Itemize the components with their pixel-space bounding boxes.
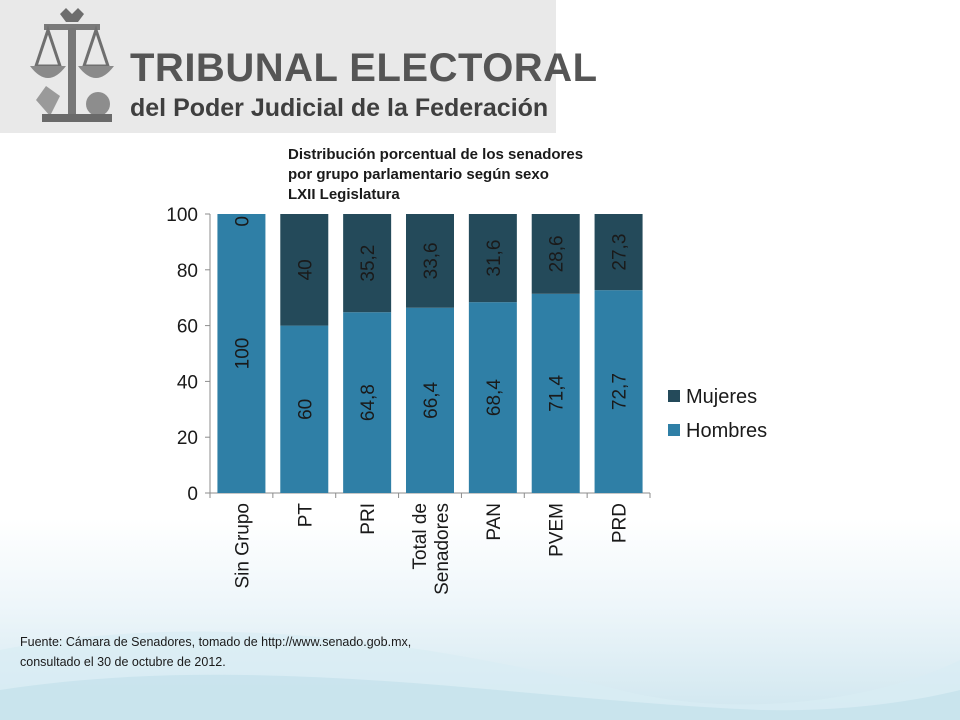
tribunal-logo: TRIBUNAL ELECTORAL del Poder Judicial de… [0,0,597,133]
data-label-mujeres: 33,6 [421,242,442,279]
data-label-hombres: 71,4 [547,374,568,411]
x-category-label: Senadores [432,503,453,595]
data-label-hombres: 100 [232,338,253,370]
bar-mujeres [343,214,392,313]
legend-swatch-hombres [668,424,680,436]
bar-mujeres [531,214,580,294]
institution-title: TRIBUNAL ELECTORAL [130,46,598,90]
x-category-label: Sin Grupo [232,503,253,589]
data-label-hombres: 68,4 [484,379,505,416]
bar-hombres [531,293,580,493]
bar-mujeres [468,214,517,303]
y-tick-label: 100 [166,205,198,226]
x-category-label: PRD [610,503,631,543]
y-tick-label: 80 [177,261,198,282]
bar-hombres [468,302,517,493]
data-label-mujeres: 27,3 [610,234,631,271]
x-category-label: PAN [484,503,505,541]
source-line: consultado el 30 de octubre de 2012. [20,655,226,669]
chart-title-line: LXII Legislatura [288,186,400,203]
data-label-hombres: 66,4 [421,381,442,418]
bar-hombres [594,290,643,493]
data-label-hombres: 64,8 [358,384,379,421]
x-category-label: Total de [410,503,431,570]
x-category-label: PT [295,503,316,528]
legend-label-hombres: Hombres [686,420,767,442]
bar-hombres [343,312,392,493]
y-tick-label: 0 [187,484,198,505]
chart-title-line: por grupo parlamentario según sexo [288,166,549,183]
scales-of-justice-emblem-icon [30,8,114,122]
data-label-mujeres: 35,2 [358,245,379,282]
data-label-mujeres: 40 [295,259,316,280]
data-label-hombres: 60 [295,399,316,420]
chart-title: Distribución porcentual de los senadores… [288,145,708,205]
data-label-hombres: 72,7 [610,373,631,410]
chart-title-line: Distribución porcentual de los senadores [288,146,584,163]
y-tick-label: 20 [177,428,198,449]
data-label-mujeres: 28,6 [547,235,568,272]
source-line: Fuente: Cámara de Senadores, tomado de h… [20,635,412,649]
bar-hombres [217,214,266,493]
bar-mujeres [594,214,643,291]
institution-subtitle: del Poder Judicial de la Federación [130,94,549,122]
data-label-mujeres: 31,6 [484,240,505,277]
bar-hombres [406,307,454,493]
legend-swatch-mujeres [668,390,680,402]
y-tick-label: 60 [177,317,198,338]
legend-label-mujeres: Mujeres [686,386,757,408]
y-tick-label: 40 [177,372,198,393]
x-category-label: PRI [358,503,379,535]
data-label-mujeres: 0 [232,216,253,227]
bar-mujeres [280,214,329,326]
bar-hombres [280,325,329,493]
bar-mujeres [406,214,454,308]
x-category-label: PVEM [547,503,568,557]
source-note: Fuente: Cámara de Senadores, tomado de h… [20,632,540,672]
